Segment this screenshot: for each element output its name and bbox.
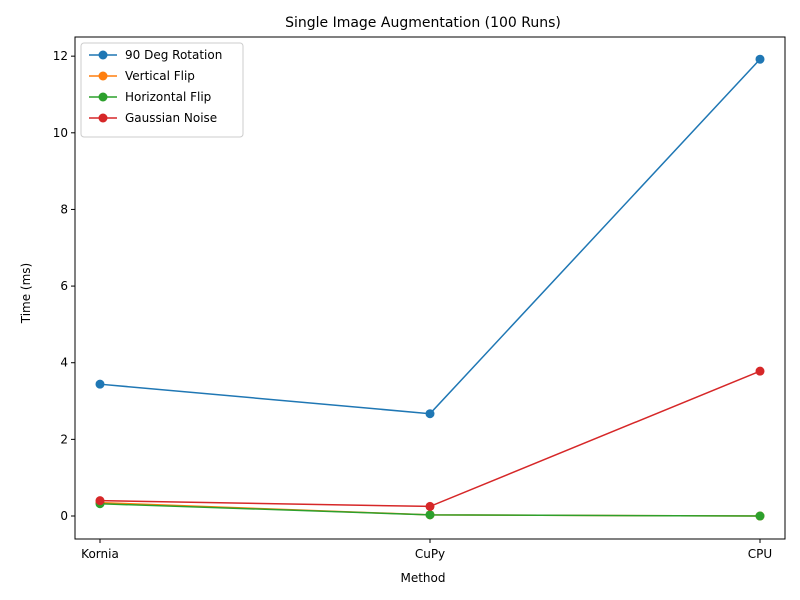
x-axis-label: Method xyxy=(400,571,445,585)
legend-marker xyxy=(98,50,108,60)
series-gaussian-noise xyxy=(95,366,765,511)
data-point xyxy=(755,54,765,64)
y-axis-label: Time (ms) xyxy=(19,263,33,325)
series-line xyxy=(99,370,761,508)
data-point xyxy=(425,409,435,419)
y-tick-label: 8 xyxy=(60,202,68,216)
legend-marker xyxy=(98,71,108,81)
data-point xyxy=(425,510,435,520)
y-tick-label: 2 xyxy=(60,432,68,446)
y-tick-label: 0 xyxy=(60,509,68,523)
legend-item: Vertical Flip xyxy=(89,69,195,83)
chart-title: Single Image Augmentation (100 Runs) xyxy=(285,15,561,31)
data-point xyxy=(425,501,435,511)
data-point xyxy=(95,496,105,506)
data-point xyxy=(755,511,765,521)
data-point xyxy=(95,379,105,389)
x-tick-label: CPU xyxy=(748,547,772,561)
legend-marker xyxy=(98,113,108,123)
legend-label: 90 Deg Rotation xyxy=(125,48,222,62)
legend-item: Gaussian Noise xyxy=(89,111,217,125)
y-tick-label: 12 xyxy=(53,49,68,63)
legend-label: Gaussian Noise xyxy=(125,111,217,125)
legend-label: Horizontal Flip xyxy=(125,90,211,104)
y-tick-label: 6 xyxy=(60,279,68,293)
series-90-deg-rotation xyxy=(95,54,765,419)
x-tick-label: CuPy xyxy=(415,547,445,561)
y-axis-ticks: 0 2 4 6 8 10 12 xyxy=(53,49,75,523)
legend-marker xyxy=(98,92,108,102)
data-point xyxy=(755,366,765,376)
legend-box xyxy=(80,42,244,138)
legend-item: 90 Deg Rotation xyxy=(89,48,222,62)
y-tick-label: 10 xyxy=(53,126,68,140)
x-tick-label: Kornia xyxy=(81,547,119,561)
legend: 90 Deg Rotation Vertical Flip Horizontal F… xyxy=(80,42,244,138)
legend-label: Vertical Flip xyxy=(125,69,195,83)
legend-item: Horizontal Flip xyxy=(89,90,211,104)
x-axis-ticks: Kornia CuPy CPU xyxy=(81,539,772,561)
series-group xyxy=(95,54,765,521)
y-tick-label: 4 xyxy=(60,356,68,370)
